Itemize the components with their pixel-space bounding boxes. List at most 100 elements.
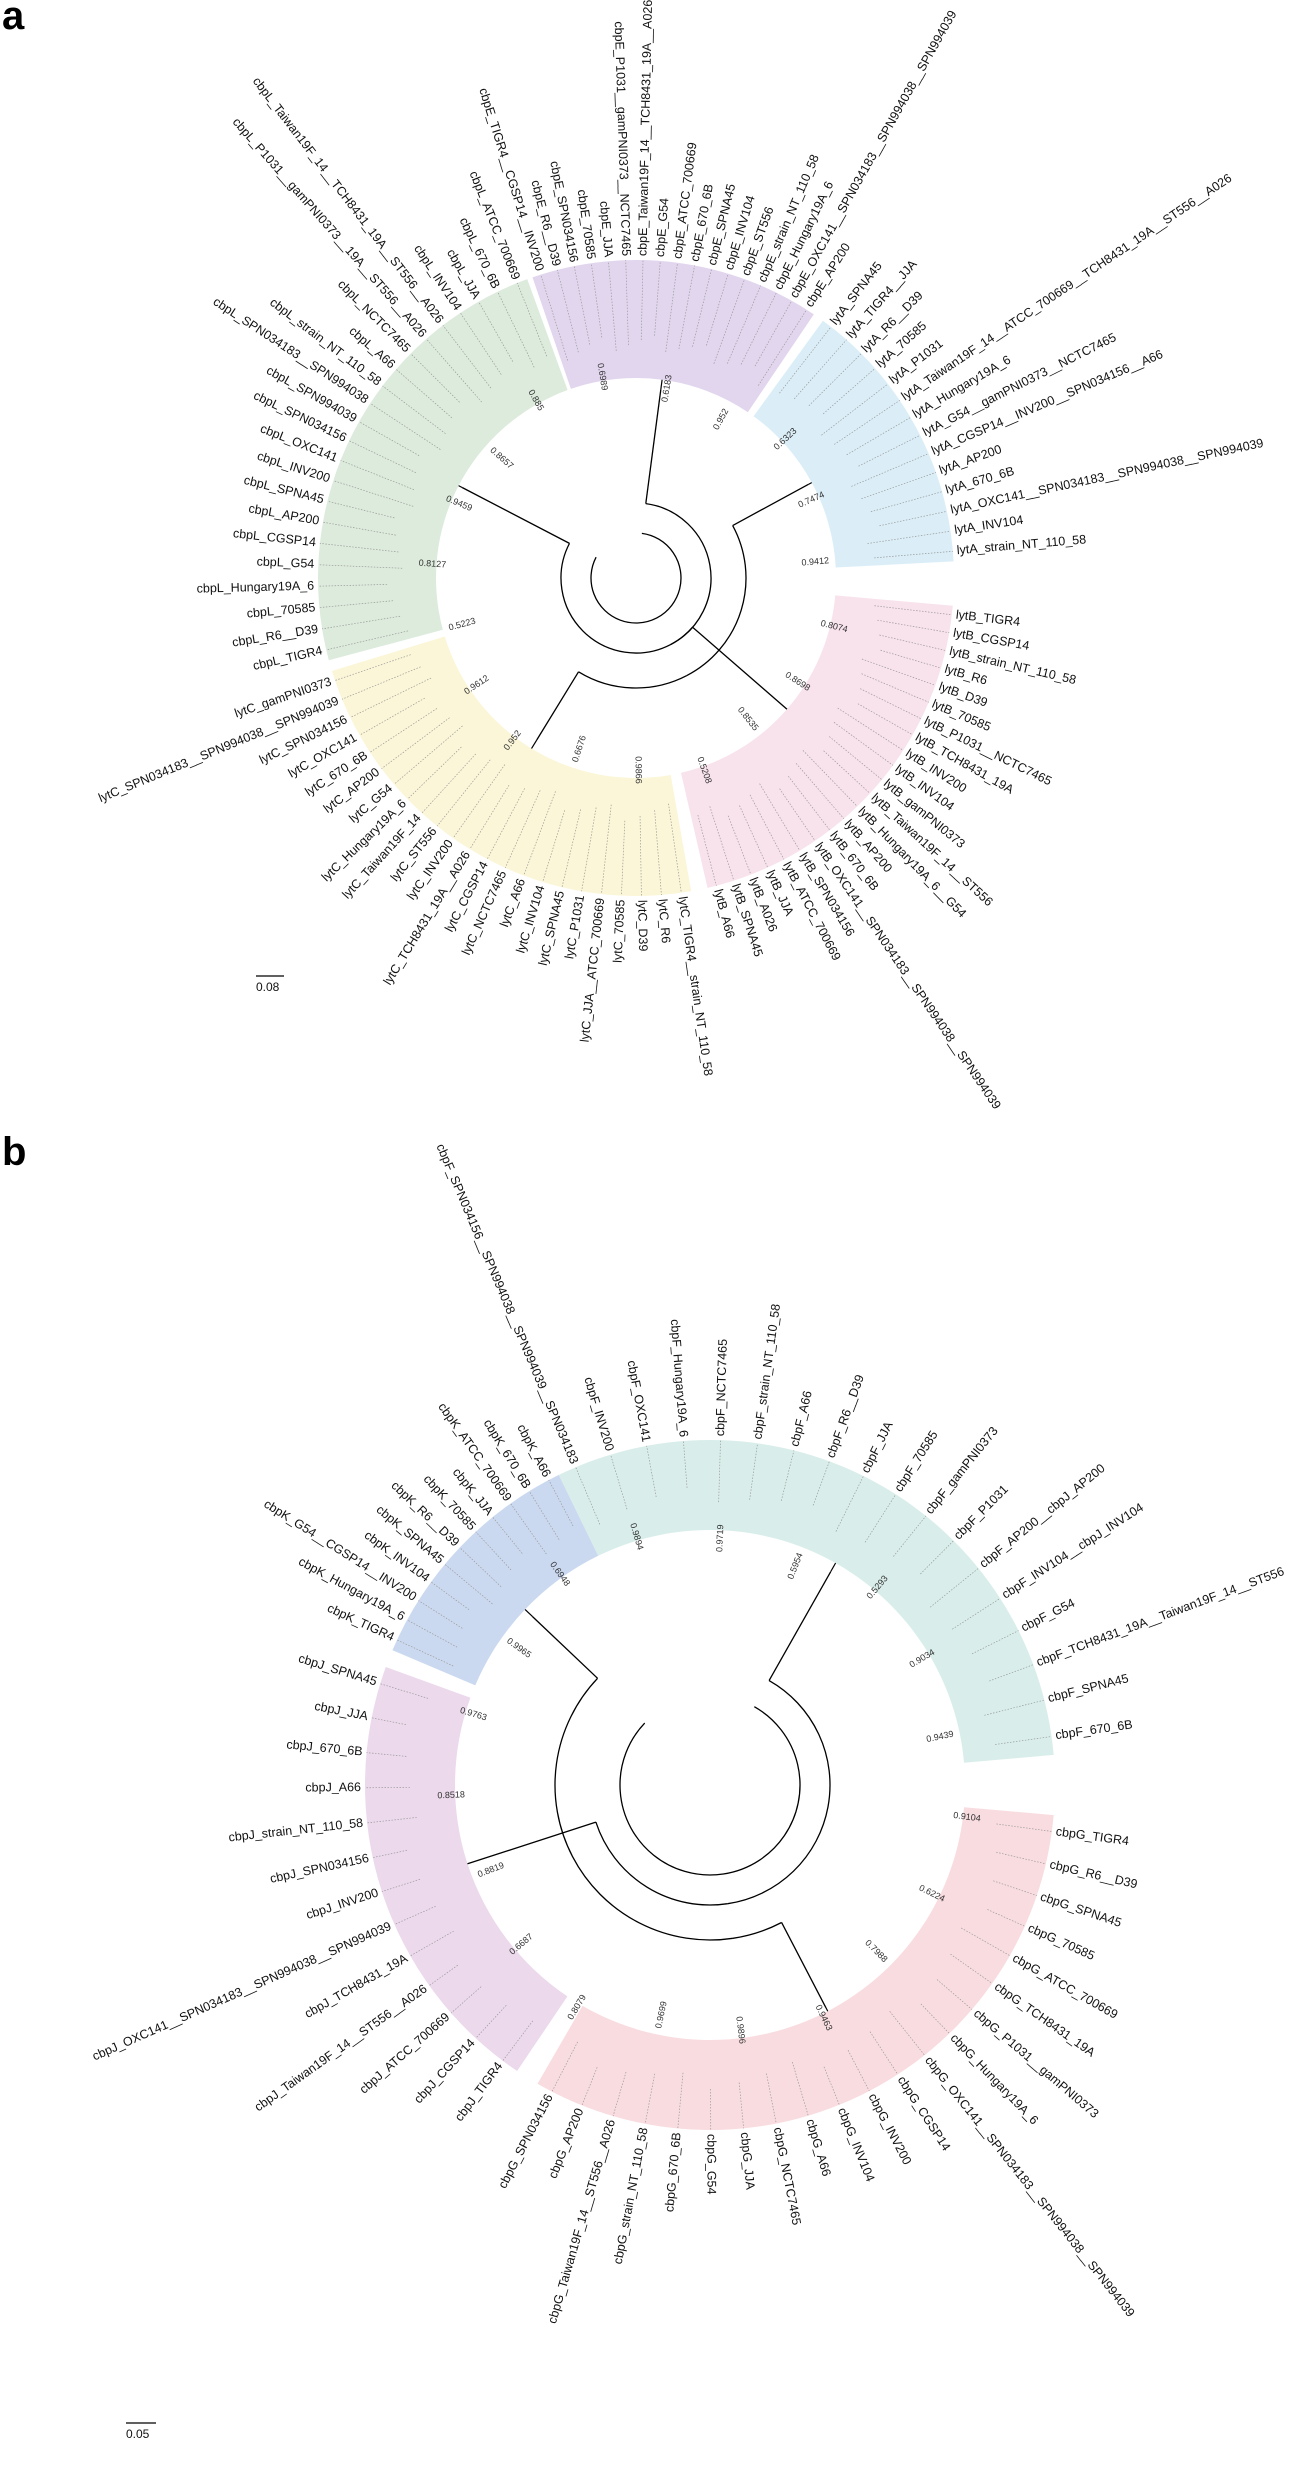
panel-a-letter: a xyxy=(2,0,25,38)
leaf-guide-line xyxy=(340,460,415,490)
leaf-guide-line xyxy=(561,809,581,888)
leaf-guide-line xyxy=(639,815,642,896)
leaf-guide-line xyxy=(727,285,762,364)
backbone-branch xyxy=(780,1922,827,2008)
backbone-branch xyxy=(531,1615,599,1679)
leaf-label: cbpG_A66 xyxy=(803,2117,833,2178)
support-value: 0.9699 xyxy=(653,2000,668,2029)
leaf-guide-line xyxy=(823,750,871,794)
support-value: 0.8127 xyxy=(418,558,446,570)
leaf-label: lytC_R6 xyxy=(655,898,673,943)
leaf-guide-line xyxy=(442,325,492,389)
leaf-label: cbpF_INV104__cbpJ_INV104 xyxy=(999,1500,1146,1601)
support-value: 0.6224 xyxy=(918,1883,947,1904)
backbone-arc xyxy=(727,1679,831,1905)
leaf-guide-line xyxy=(984,1699,1045,1716)
support-value: 0.9719 xyxy=(714,1524,725,1552)
backbone-branch xyxy=(692,626,789,712)
support-value: 0.9896 xyxy=(734,2016,747,2045)
support-value: 0.6989 xyxy=(596,362,610,391)
leaf-label: cbpF_A66 xyxy=(787,1389,814,1448)
clade-lytB: lytB_TIGR4lytB_CGSP14lytB_strain_NT_110_… xyxy=(680,595,1078,1112)
leaf-label: cbpF_P1031 xyxy=(951,1482,1011,1542)
leaf-guide-line xyxy=(430,1581,470,1610)
leaf-guide-line xyxy=(370,403,441,450)
clade-shade-cbpJ xyxy=(364,1667,568,2072)
leaf-label: cbpG_R6__D39 xyxy=(1048,1857,1139,1891)
leaf-label: cbpJ_SPN034156 xyxy=(269,1851,371,1886)
leaf-guide-line xyxy=(581,2067,598,2106)
leaf-label: cbpL_TIGR4 xyxy=(252,643,324,673)
leaf-guide-line xyxy=(759,783,801,851)
backbone-branch xyxy=(536,671,580,741)
leaf-label: cbpE_JJA xyxy=(597,200,616,258)
leaf-guide-line xyxy=(877,619,950,634)
leaf-guide-line xyxy=(861,472,937,499)
leaf-guide-line xyxy=(851,453,929,487)
support-value: 0.952 xyxy=(711,407,730,432)
leaf-guide-line xyxy=(625,260,629,346)
leaf-guide-line xyxy=(327,500,395,519)
support-value: 0.8819 xyxy=(476,1860,505,1879)
leaf-guide-line xyxy=(319,543,399,553)
root-arc xyxy=(619,1706,801,1876)
leaf-guide-line xyxy=(341,666,421,700)
leaf-guide-line xyxy=(322,615,401,630)
leaf-guide-line xyxy=(426,338,482,403)
backbone-arc xyxy=(670,626,694,646)
leaf-guide-line xyxy=(450,1986,482,2014)
leaf-guide-line xyxy=(646,1445,657,1498)
leaf-guide-line xyxy=(410,1930,454,1957)
leaf-label: cbpF_70585 xyxy=(891,1428,940,1494)
leaf-label: lytC_70585 xyxy=(611,899,628,963)
support-value: 0.9612 xyxy=(462,673,490,697)
leaf-guide-line xyxy=(920,1540,954,1575)
leaf-guide-line xyxy=(706,273,729,346)
leaf-label: cbpL_R6__D39 xyxy=(231,622,319,650)
leaf-guide-line xyxy=(822,368,876,415)
leaf-guide-line xyxy=(502,2020,534,2062)
clade-shade-lytB xyxy=(680,595,953,888)
leaf-guide-line xyxy=(396,1639,454,1667)
leaf-guide-line xyxy=(779,326,832,394)
leaf-guide-line xyxy=(823,2066,840,2105)
leaf-label: cbpF_NCTC7465 xyxy=(713,1339,730,1437)
leaf-guide-line xyxy=(410,353,460,403)
scale-bar-label: 0.08 xyxy=(256,980,280,994)
leaf-label: cbpG_AP200 xyxy=(546,2106,587,2180)
leaf-guide-line xyxy=(348,440,417,474)
support-value: 0.8518 xyxy=(437,1789,465,1800)
support-value: 0.6687 xyxy=(507,1931,534,1956)
leaf-guide-line xyxy=(322,521,396,536)
leaf-guide-line xyxy=(581,807,597,892)
support-value: 0.7988 xyxy=(863,1938,890,1965)
leaf-guide-line xyxy=(880,649,942,669)
support-value: 0.5954 xyxy=(785,1551,804,1580)
leaf-label: cbpJ_670_6B xyxy=(286,1737,363,1758)
leaf-guide-line xyxy=(867,530,951,544)
leaf-guide-line xyxy=(835,1475,864,1532)
leaf-guide-line xyxy=(668,803,682,893)
clade-shade-lytA xyxy=(753,320,954,568)
leaf-guide-line xyxy=(950,1953,993,1984)
leaf-label: cbpF_TCH8431_19A__Taiwan19F_14__ST556 xyxy=(1034,1564,1286,1669)
leaf-label: cbpG_670_6B xyxy=(662,2132,683,2213)
leaf-guide-line xyxy=(829,736,883,780)
leaf-guide-line xyxy=(654,810,662,896)
support-value: 0.9459 xyxy=(445,493,474,513)
backbone-arc xyxy=(595,1821,728,1906)
leaf-guide-line xyxy=(475,1531,512,1571)
leaf-guide-line xyxy=(749,794,785,860)
leaf-guide-line xyxy=(808,353,862,407)
leaf-guide-line xyxy=(893,1515,927,1557)
backbone-arc xyxy=(554,1677,734,1941)
leaf-label: cbpL_70585 xyxy=(246,600,316,620)
leaf-guide-line xyxy=(780,1450,795,1501)
leaf-guide-line xyxy=(333,480,414,507)
leaf-guide-line xyxy=(318,564,403,569)
leaf-guide-line xyxy=(861,658,936,686)
support-value: 0.9104 xyxy=(953,1810,982,1823)
leaf-label: cbpF_OXC141 xyxy=(625,1359,654,1443)
leaf-label: cbpL_G54 xyxy=(256,554,314,570)
